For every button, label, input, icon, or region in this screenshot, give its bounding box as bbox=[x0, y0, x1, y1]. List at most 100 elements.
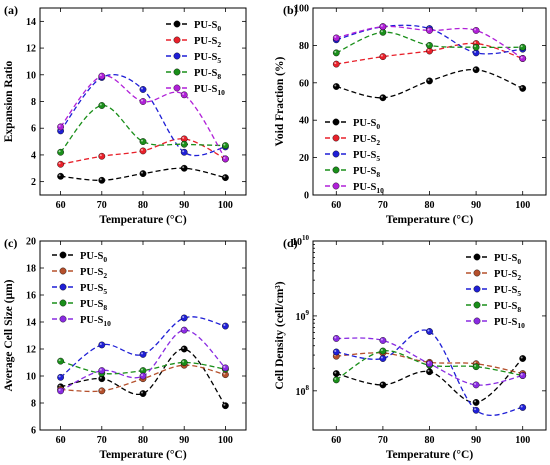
data-point-highlight bbox=[58, 174, 61, 177]
data-point-PU-S5 bbox=[519, 404, 527, 411]
data-point-PU-S10 bbox=[426, 27, 433, 34]
plot-frame bbox=[39, 240, 247, 431]
x-tick-label: 80 bbox=[425, 435, 435, 446]
data-point-PU-S0 bbox=[379, 94, 387, 102]
y-tick-label: 6 bbox=[31, 426, 36, 437]
data-point-PU-S0 bbox=[98, 176, 106, 184]
data-point-PU-S5 bbox=[57, 373, 64, 381]
x-tick-label: 100 bbox=[515, 200, 530, 211]
legend-marker bbox=[473, 269, 481, 277]
x-axis-label: Temperature (°C) bbox=[99, 214, 186, 226]
data-point-PU-S8 bbox=[180, 359, 188, 366]
data-point-highlight bbox=[380, 349, 383, 352]
data-point-highlight bbox=[427, 78, 430, 81]
legend-marker bbox=[59, 299, 67, 307]
data-point-PU-S5 bbox=[180, 148, 188, 156]
data-point-PU-S10 bbox=[519, 55, 527, 62]
data-point-PU-S2 bbox=[332, 60, 340, 68]
data-point-highlight bbox=[99, 368, 102, 371]
data-point-highlight bbox=[474, 67, 477, 70]
data-point-highlight bbox=[99, 103, 102, 106]
data-point-PU-S0 bbox=[180, 345, 188, 353]
x-tick-label: 90 bbox=[471, 435, 481, 446]
data-point-highlight bbox=[474, 50, 477, 53]
data-point-PU-S10 bbox=[472, 27, 480, 34]
panel-label: (d) bbox=[283, 236, 298, 250]
y-axis-label: Void Fraction (%) bbox=[274, 57, 286, 147]
data-point-PU-S8 bbox=[332, 49, 340, 57]
data-point-PU-S10 bbox=[379, 337, 387, 344]
legend: PU-S0 PU-S2 PU-S5 PU-S8 PU-S10 bbox=[166, 20, 225, 97]
y-tick-label: 18 bbox=[26, 264, 36, 275]
data-point-PU-S0 bbox=[221, 402, 229, 410]
legend-marker bbox=[173, 36, 181, 44]
y-tick-label: 16 bbox=[26, 291, 36, 302]
x-tick-label: 80 bbox=[425, 200, 435, 211]
data-point-highlight bbox=[334, 377, 337, 380]
data-point-PU-S8 bbox=[180, 140, 188, 148]
data-point-highlight bbox=[223, 175, 226, 178]
legend-marker bbox=[473, 285, 481, 293]
data-point-PU-S2 bbox=[57, 160, 64, 168]
series-line-PU-S10 bbox=[336, 25, 524, 60]
data-point-highlight bbox=[427, 329, 430, 332]
data-point-PU-S10 bbox=[221, 364, 229, 372]
data-point-PU-S0 bbox=[332, 83, 340, 90]
data-point-highlight bbox=[223, 156, 226, 159]
legend-marker bbox=[332, 166, 340, 174]
legend-entry: PU-S8 bbox=[353, 166, 380, 179]
data-point-highlight bbox=[223, 324, 226, 327]
data-point-highlight bbox=[141, 87, 143, 90]
x-tick-label: 80 bbox=[138, 200, 148, 211]
data-point-highlight bbox=[182, 315, 185, 318]
legend-entry: PU-S5 bbox=[80, 283, 107, 296]
legend-marker bbox=[59, 251, 67, 259]
data-point-highlight bbox=[520, 56, 523, 59]
legend-marker bbox=[59, 267, 67, 275]
data-point-highlight bbox=[58, 388, 61, 391]
data-point-PU-S10 bbox=[332, 34, 340, 42]
data-point-highlight bbox=[334, 35, 337, 38]
y-tick-label: 2 bbox=[31, 177, 36, 188]
data-point-PU-S10 bbox=[519, 372, 527, 379]
x-axis-label: Temperature (°C) bbox=[99, 449, 186, 461]
y-tick-label: 10 bbox=[26, 372, 36, 383]
y-tick-label: 20 bbox=[299, 153, 309, 164]
series-line-PU-S5 bbox=[336, 329, 523, 416]
data-point-highlight bbox=[334, 336, 337, 339]
x-tick-label: 60 bbox=[331, 435, 341, 446]
x-tick-label: 60 bbox=[56, 435, 66, 446]
y-tick-label: 40 bbox=[299, 116, 309, 127]
legend-entry: PU-S10 bbox=[80, 315, 111, 328]
y-tick-label: 10 bbox=[26, 70, 36, 81]
data-point-highlight bbox=[141, 99, 143, 102]
data-point-highlight bbox=[58, 162, 61, 165]
data-point-highlight bbox=[334, 349, 337, 352]
y-axis-label: Average Cell Size (μm) bbox=[3, 279, 15, 391]
data-point-PU-S0 bbox=[472, 66, 480, 74]
data-point-highlight bbox=[334, 62, 337, 65]
y-axis-label: Expansion Ratio bbox=[3, 61, 15, 143]
series-line-PU-S2 bbox=[336, 352, 523, 375]
legend-entry: PU-S2 bbox=[80, 267, 107, 280]
data-point-highlight bbox=[99, 376, 102, 379]
data-point-highlight bbox=[474, 364, 477, 367]
data-point-highlight bbox=[427, 43, 430, 46]
data-point-highlight bbox=[474, 400, 477, 403]
legend-entry: PU-S2 bbox=[194, 36, 221, 49]
series-line-PU-S8 bbox=[60, 104, 226, 153]
data-point-highlight bbox=[520, 373, 523, 376]
legend-marker bbox=[173, 84, 181, 92]
legend-entry: PU-S0 bbox=[353, 118, 380, 131]
data-point-highlight bbox=[427, 361, 430, 364]
data-point-PU-S5 bbox=[472, 406, 480, 414]
data-point-PU-S8 bbox=[221, 142, 229, 149]
data-point-highlight bbox=[182, 360, 185, 363]
data-point-PU-S5 bbox=[426, 328, 433, 335]
legend-entry: PU-S2 bbox=[353, 134, 380, 147]
data-point-highlight bbox=[223, 365, 226, 368]
legend: PU-S0 PU-S2 PU-S5 PU-S8 PU-S10 bbox=[466, 253, 525, 330]
x-tick-label: 60 bbox=[331, 200, 341, 211]
y-tick-label: 12 bbox=[26, 44, 36, 55]
y-tick-label: 12 bbox=[26, 345, 36, 356]
